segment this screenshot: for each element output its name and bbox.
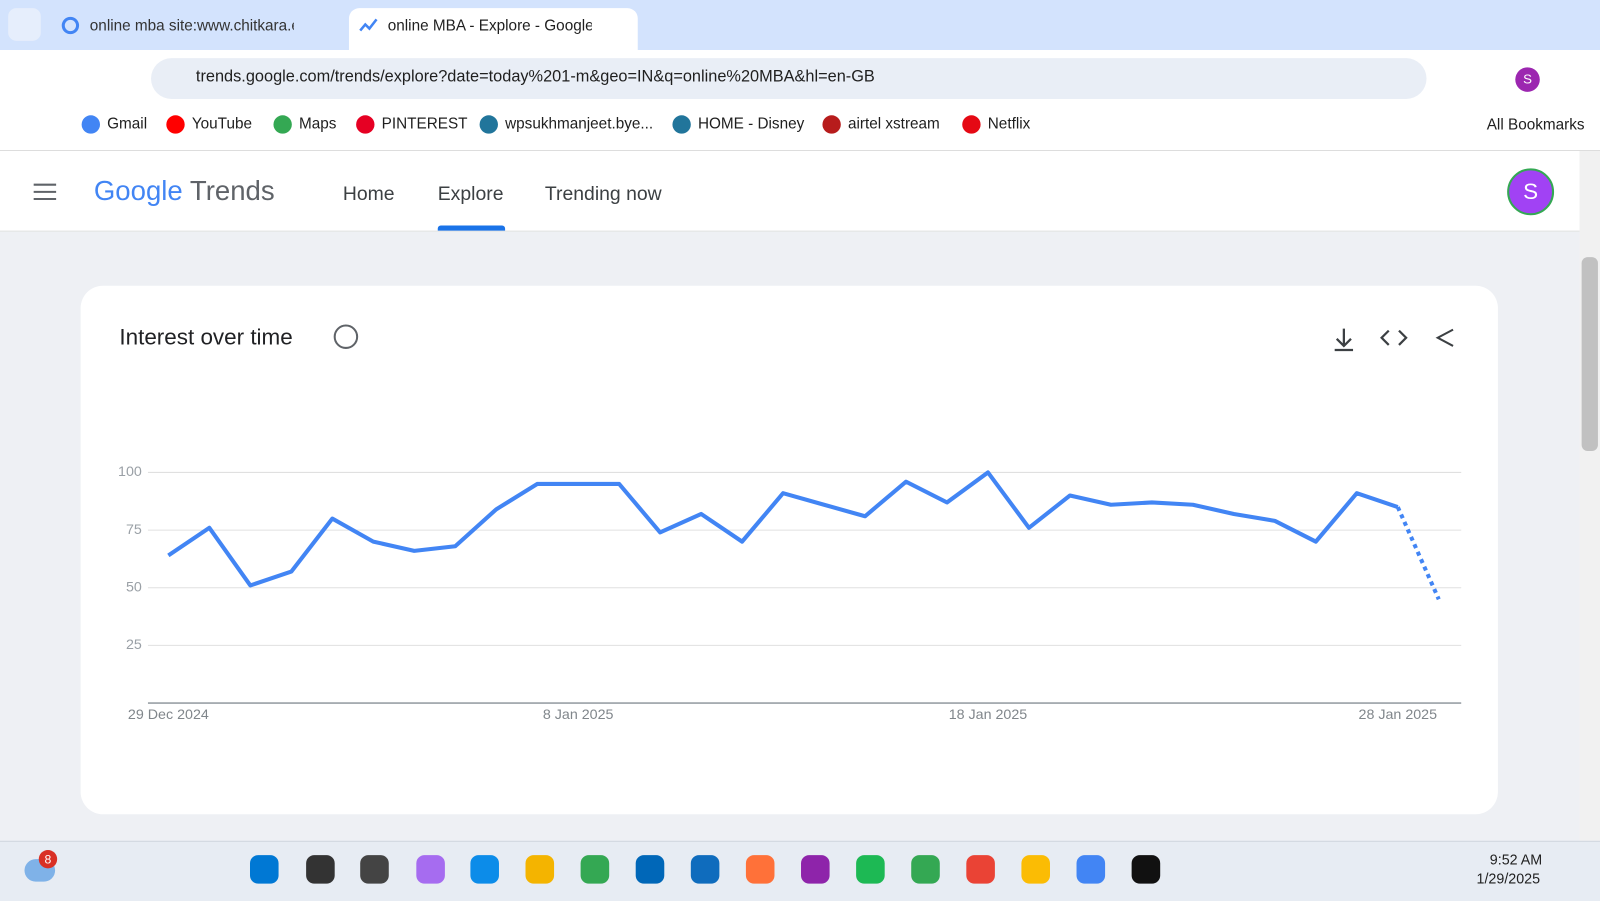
bookmark[interactable]: wpsukhmanjeet.bye... — [505, 115, 654, 133]
embed-icon[interactable] — [1380, 329, 1408, 346]
menu-icon[interactable] — [33, 182, 57, 202]
share-icon[interactable] — [1435, 328, 1454, 347]
taskbar — [0, 840, 1600, 901]
taskbar-app[interactable] — [690, 855, 720, 884]
y-tick-label: 100 — [118, 464, 142, 480]
taskbar-app[interactable] — [525, 855, 555, 884]
x-tick-label: 28 Jan 2025 — [1359, 707, 1438, 723]
bookmark[interactable]: Gmail — [107, 115, 148, 133]
taskbar-app[interactable] — [745, 855, 775, 884]
bookmark[interactable]: Maps — [298, 115, 337, 133]
taskbar-app[interactable] — [360, 855, 389, 884]
line-series — [167, 470, 1399, 588]
taskbar-app[interactable] — [1076, 855, 1106, 884]
bookmark-icon — [166, 115, 185, 134]
taskbar-app[interactable] — [1021, 855, 1050, 884]
nav-item[interactable]: Home — [342, 183, 395, 206]
download-icon[interactable] — [1334, 328, 1354, 352]
taskbar-app[interactable] — [911, 855, 940, 884]
nav-item[interactable]: Explore — [437, 183, 504, 206]
site-header — [0, 151, 1580, 232]
trends-icon — [359, 18, 378, 32]
tab-strip — [0, 0, 1600, 50]
taskbar-app[interactable] — [416, 855, 445, 884]
bookmark[interactable]: Netflix — [987, 115, 1031, 133]
x-tick-label: 29 Dec 2024 — [128, 707, 209, 723]
bookmark-icon — [479, 115, 498, 134]
taskbar-app[interactable] — [801, 855, 830, 884]
chart-title: Interest over time — [119, 325, 292, 350]
omnibox[interactable] — [151, 58, 1427, 99]
bookmark-icon — [822, 115, 841, 134]
taskbar-app[interactable] — [966, 855, 995, 884]
logo-trends: Trends — [189, 175, 275, 207]
scrollbar — [1579, 151, 1600, 841]
help-icon[interactable] — [333, 324, 359, 349]
nav-underline — [437, 225, 506, 231]
chart: Interest over time 25 50 75 100 29 Dec 2024 8… — [118, 324, 1462, 723]
y-tick-label: 75 — [126, 522, 142, 538]
nav-item[interactable]: Trending now — [544, 183, 662, 206]
tab-title: online mba site:www.chitkara.ec — [89, 17, 294, 35]
taskbar-app[interactable] — [1131, 855, 1161, 884]
bookmark-icon — [81, 115, 100, 134]
bookmark[interactable]: HOME - Disney — [697, 115, 805, 133]
taskbar-app[interactable] — [635, 855, 665, 884]
line-partial — [1395, 506, 1441, 601]
bookmark[interactable]: airtel xstream — [847, 115, 940, 133]
bookmark-icon — [273, 115, 292, 134]
tab-title: online MBA - Explore - Google — [387, 17, 592, 35]
logo-google: Google — [93, 175, 183, 207]
weather-badge: 8 — [38, 849, 58, 869]
bookmarks-bar: Gmail YouTube Maps PINTEREST wpsukhmanjeet.b… — [0, 110, 1600, 139]
y-tick-label: 25 — [126, 637, 142, 653]
bookmark[interactable]: YouTube — [191, 115, 252, 133]
clock-time[interactable]: 9:52 AM — [1489, 851, 1543, 868]
taskbar-app[interactable] — [470, 855, 499, 884]
card — [80, 285, 1498, 815]
clock-date[interactable]: 1/29/2025 — [1476, 870, 1541, 887]
bookmark-icon — [962, 115, 981, 134]
bookmark-icon — [672, 115, 691, 134]
taskbar-app[interactable] — [580, 855, 610, 884]
bookmark[interactable]: PINTEREST — [381, 115, 468, 133]
url[interactable]: trends.google.com/trends/explore?date=to… — [195, 68, 875, 86]
active-tab[interactable]: online MBA - Explore - Google — [348, 8, 638, 50]
y-tick-label: 50 — [126, 580, 142, 596]
logo[interactable]: Google Trends — [94, 176, 275, 208]
x-tick-label: 18 Jan 2025 — [949, 707, 1028, 723]
all-bookmarks[interactable]: All Bookmarks — [1486, 116, 1585, 134]
taskbar-app[interactable] — [856, 855, 885, 884]
profile[interactable]: S — [1515, 67, 1540, 92]
x-tick-label: 8 Jan 2025 — [543, 707, 614, 723]
tab[interactable]: online mba site:www.chitkara.ec — [51, 8, 342, 43]
bookmark-icon — [356, 115, 375, 134]
taskbar-app[interactable] — [249, 855, 279, 884]
taskbar-app[interactable] — [306, 855, 335, 884]
tab-search[interactable] — [8, 8, 41, 41]
google-icon — [61, 16, 80, 35]
avatar[interactable]: S — [1507, 168, 1555, 216]
